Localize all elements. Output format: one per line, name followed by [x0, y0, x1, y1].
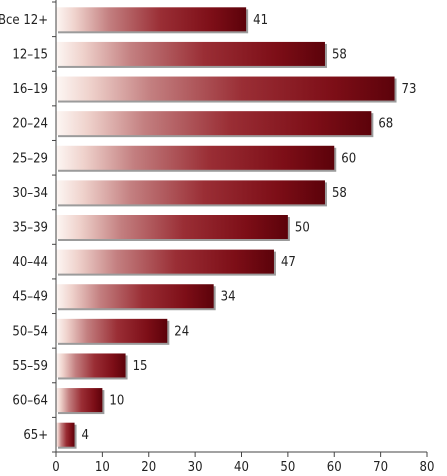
bar [56, 353, 126, 378]
x-tick-label: 50 [280, 460, 295, 475]
bar [56, 41, 325, 66]
category-label: 60–64 [12, 394, 48, 409]
x-tick-label: 40 [234, 460, 249, 475]
data-label: 47 [281, 255, 296, 270]
category-label: 55–59 [12, 359, 48, 374]
data-label: 60 [341, 151, 356, 166]
x-tick-label: 20 [141, 460, 156, 475]
data-label: 41 [253, 13, 268, 28]
data-label: 10 [109, 394, 124, 409]
x-tick-label: 30 [188, 460, 203, 475]
bar [56, 7, 247, 32]
x-tick-label: 70 [373, 460, 388, 475]
data-label: 24 [174, 324, 189, 339]
category-label: 30–34 [12, 186, 48, 201]
data-label: 73 [402, 82, 417, 97]
category-label: Все 12+ [0, 13, 48, 28]
x-tick-label: 10 [95, 460, 110, 475]
bar [56, 249, 274, 274]
bar [56, 422, 75, 447]
data-label: 15 [133, 359, 148, 374]
category-label: 25–29 [12, 151, 48, 166]
category-label: 50–54 [12, 324, 48, 339]
bar [56, 76, 395, 101]
x-tick-label: 60 [327, 460, 342, 475]
bar [56, 180, 325, 205]
data-label: 58 [332, 186, 347, 201]
bar [56, 318, 168, 343]
category-label: 65+ [23, 428, 48, 443]
labels: Все 12+ 41 12–15 58 16–19 73 20–24 68 25–29 60 30–… [0, 13, 416, 443]
data-label: 50 [295, 221, 310, 236]
bar [56, 388, 103, 413]
category-label: 45–49 [12, 290, 48, 305]
bar [56, 111, 372, 136]
bar [56, 145, 335, 170]
category-label: 35–39 [12, 221, 48, 236]
data-label: 4 [82, 428, 89, 443]
data-label: 58 [332, 47, 347, 62]
axes: 0 10 20 30 40 50 60 70 80 [52, 0, 434, 475]
bars [56, 7, 397, 449]
bar [56, 284, 214, 309]
category-label: 40–44 [12, 255, 48, 270]
category-label: 16–19 [12, 82, 48, 97]
data-label: 34 [221, 290, 236, 305]
category-label: 20–24 [12, 117, 48, 132]
x-tick-label: 0 [52, 460, 59, 475]
bar [56, 215, 288, 239]
data-label: 68 [378, 117, 393, 132]
x-tick-label: 80 [420, 460, 435, 475]
category-label: 12–15 [12, 47, 48, 62]
